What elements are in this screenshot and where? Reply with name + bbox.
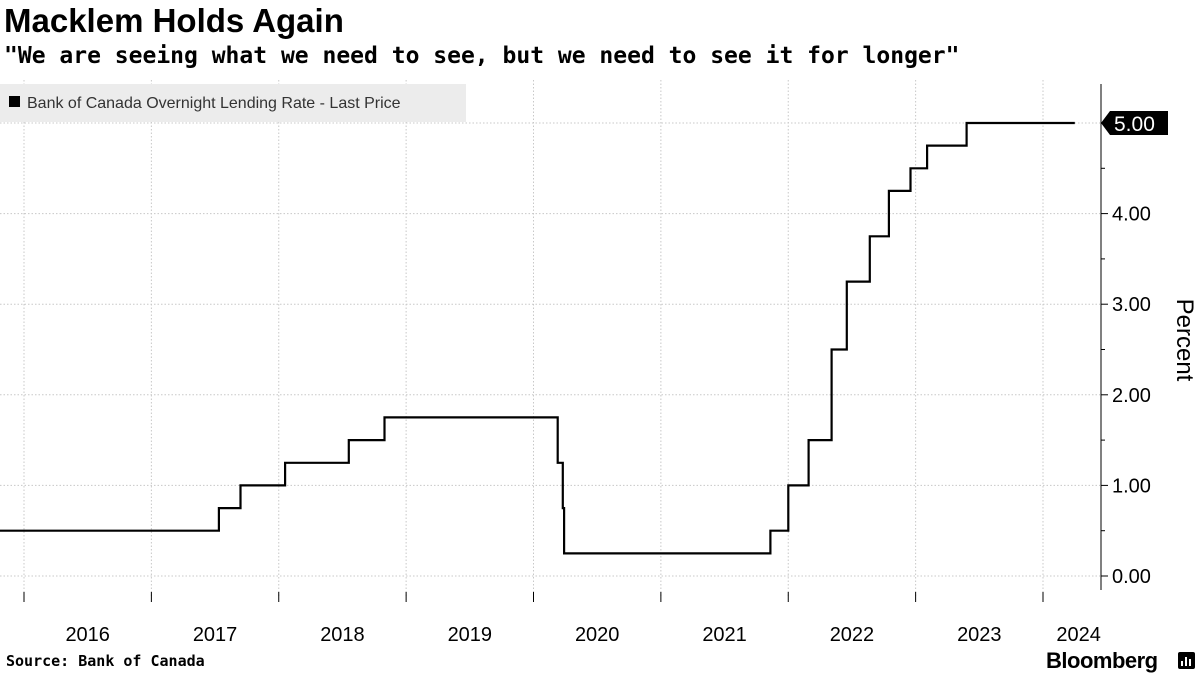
x-tick-label: 2016 [65, 624, 110, 646]
bloomberg-logo: Bloomberg [1046, 648, 1158, 673]
legend-swatch [9, 96, 20, 107]
y-axis: 0.00 1.00 2.00 3.00 4.00 5.00 Percent [1100, 84, 1198, 590]
x-tick-label: 2021 [702, 624, 747, 646]
y-axis-title: Percent [1171, 299, 1198, 382]
last-price-label: 5.00 [1114, 113, 1155, 136]
x-axis-labels: 2016 2017 2018 2019 2020 2021 2022 2023 2024 [65, 624, 1100, 646]
last-price-tag [1101, 111, 1168, 135]
chart-subtitle: "We are seeing what we need to see, but … [4, 43, 960, 69]
x-tick-label: 2023 [957, 624, 1002, 646]
x-tick-label: 2019 [448, 624, 493, 646]
y-tick-label: 0.00 [1112, 566, 1151, 588]
legend-background [0, 84, 466, 122]
y-tick-label: 1.00 [1112, 475, 1151, 497]
y-tick-label: 3.00 [1112, 294, 1151, 316]
x-tick-label: 2024 [1056, 624, 1101, 646]
y-tick-label: 4.00 [1112, 204, 1151, 226]
chart-title: Macklem Holds Again [4, 2, 344, 39]
x-tick-label: 2020 [575, 624, 620, 646]
x-tick-label: 2017 [193, 624, 238, 646]
grid-lines [0, 80, 1100, 596]
x-tick-label: 2022 [830, 624, 875, 646]
legend: Bank of Canada Overnight Lending Rate - … [0, 84, 466, 122]
series-line-overnight-rate [0, 121, 1075, 555]
y-tick-label: 2.00 [1112, 385, 1151, 407]
source-note: Source: Bank of Canada [6, 652, 205, 670]
x-axis-ticks [23, 592, 1044, 602]
legend-label: Bank of Canada Overnight Lending Rate - … [27, 95, 401, 112]
bloomberg-chart-icon [1178, 652, 1195, 669]
series-group [0, 121, 1075, 555]
x-tick-label: 2018 [320, 624, 365, 646]
